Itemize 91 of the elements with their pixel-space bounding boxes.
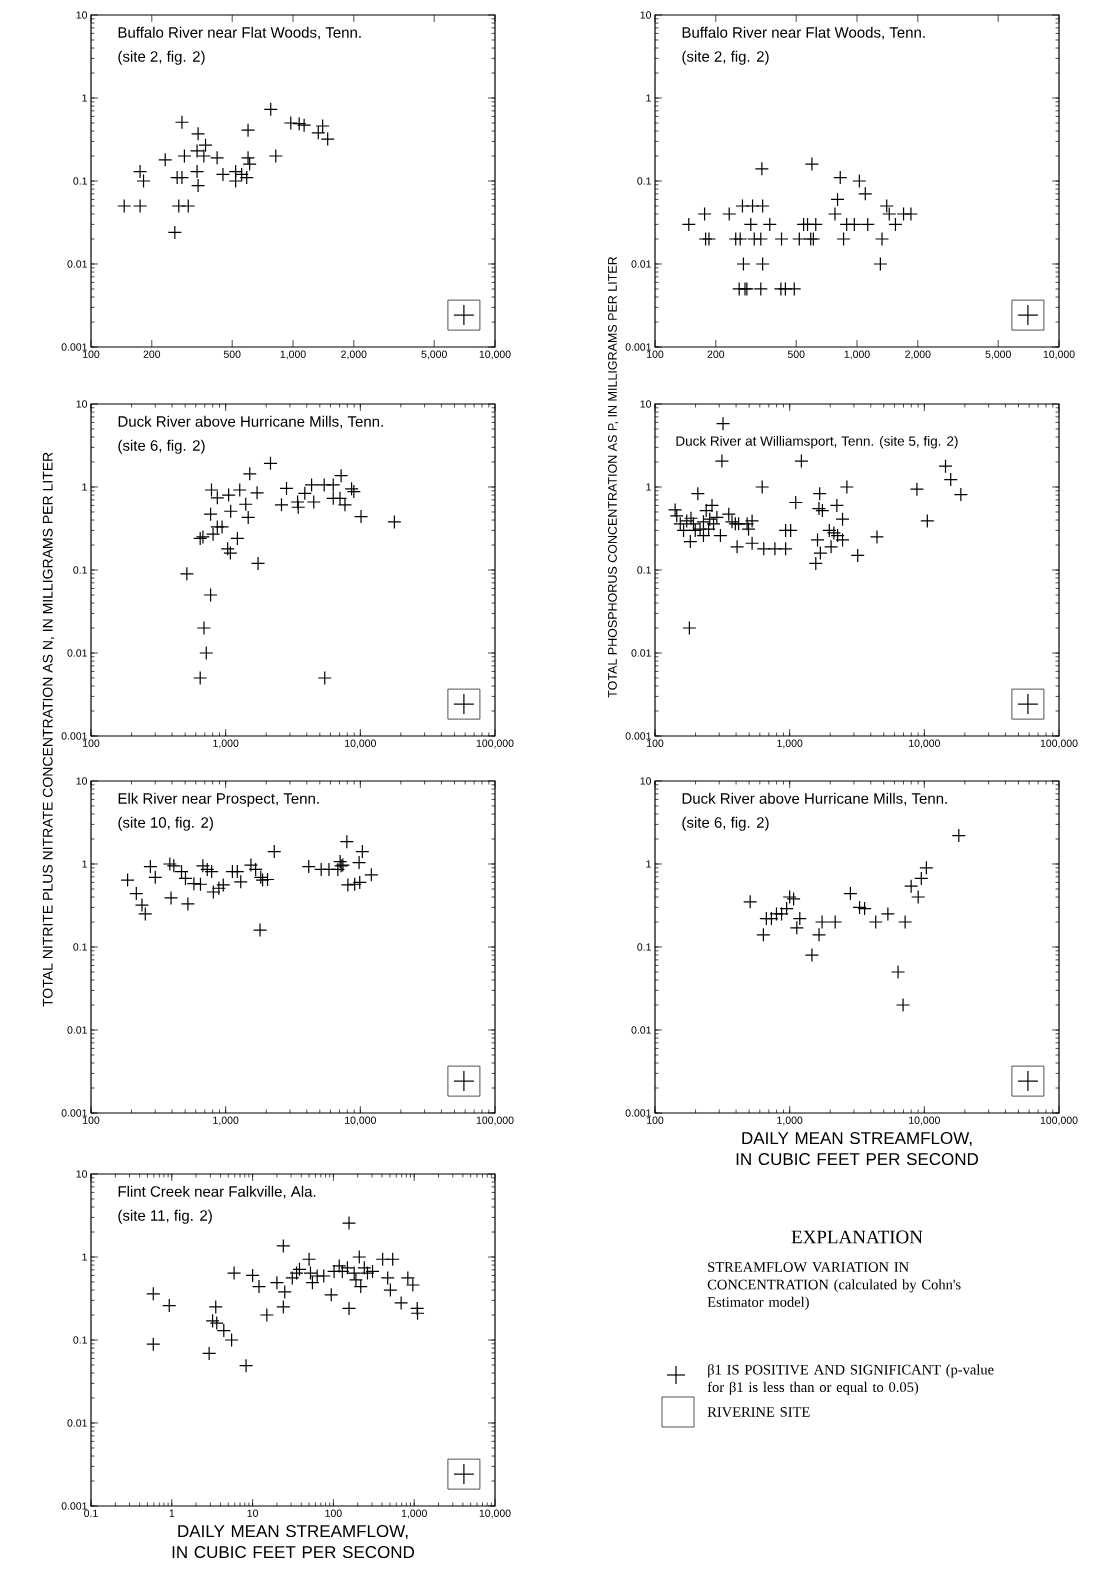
y-tick-label: 10 <box>76 11 88 19</box>
x-tick-label: 100 <box>647 1116 664 1124</box>
x-tick-label: 1,000 <box>280 350 306 360</box>
y-tick-label: 0.1 <box>73 566 87 574</box>
x-tick-label: 1,000 <box>777 1116 803 1126</box>
x-tick-label: 500 <box>787 350 805 358</box>
text: STREAMFLOW VARIATION IN CONCENTRATION (calculated by Cohn's Estimator model) <box>707 1262 961 1310</box>
x-tick-label: 100 <box>83 350 100 358</box>
x-tick-label: 500 <box>223 350 241 358</box>
y-tick-label: 1 <box>82 483 87 491</box>
text: RIVERINE SITE <box>707 1407 810 1417</box>
y-tick-label: 0.01 <box>67 260 87 268</box>
x-tick-label: 1,000 <box>401 1509 427 1519</box>
text: Duck River above Hurricane Mills, Tenn. <box>118 415 383 429</box>
x-tick-label: 100,000 <box>1040 739 1078 749</box>
x-axis-title: DAILY MEAN STREAMFLOW, IN CUBIC FEET PER SECOND <box>172 1525 415 1559</box>
x-tick-label: 1,000 <box>777 739 803 749</box>
y-tick-label: 0.1 <box>73 177 87 185</box>
text: Flint Creek near Falkville, Ala. <box>118 1185 316 1199</box>
y-tick-label: 1 <box>82 860 87 868</box>
y-axis-title: TOTAL NITRITE PLUS NITRATE CONCENTRATION AS N, IN MILLIGRAMS PER LITER <box>42 452 55 1007</box>
text: (site 6, fig. 2) <box>118 439 205 454</box>
x-tick-label: 2,000 <box>905 350 931 360</box>
y-tick-label: 0.1 <box>637 566 651 574</box>
x-tick-label: 200 <box>143 350 161 358</box>
x-tick-label: 10,000 <box>1043 350 1075 360</box>
y-tick-label: 0.01 <box>631 260 651 268</box>
y-tick-label: 1 <box>646 94 651 102</box>
y-tick-label: 10 <box>76 400 88 408</box>
y-tick-label: 0.01 <box>67 649 87 657</box>
y-tick-label: 10 <box>76 777 88 785</box>
text: Duck River at Williamsport, Tenn. (site 5, fig. 2) <box>676 435 958 449</box>
y-tick-label: 0.1 <box>637 943 651 951</box>
y-tick-label: 0.001 <box>61 1502 87 1510</box>
y-tick-label: 0.001 <box>625 732 651 740</box>
y-tick-label: 0.001 <box>61 1109 87 1117</box>
text: (site 11, fig. 2) <box>118 1209 212 1224</box>
y-tick-label: 0.1 <box>73 943 87 951</box>
y-tick-label: 0.001 <box>625 343 651 351</box>
text: Buffalo River near Flat Woods, Tenn. <box>118 26 361 40</box>
x-tick-label: 1,000 <box>213 739 239 749</box>
x-tick-label: 2,000 <box>341 350 367 360</box>
x-tick-label: 10,000 <box>479 350 511 360</box>
x-tick-label: 10,000 <box>909 1116 940 1126</box>
y-tick-label: 0.01 <box>67 1026 87 1034</box>
x-tick-label: 5,000 <box>421 350 447 360</box>
text: Buffalo River near Flat Woods, Tenn. <box>682 26 925 40</box>
y-tick-label: 0.01 <box>67 1419 87 1427</box>
text: Elk River near Prospect, Tenn. <box>118 792 319 807</box>
y-tick-label: 1 <box>82 94 87 102</box>
x-tick-label: 1,000 <box>844 350 870 360</box>
x-tick-label: 10,000 <box>345 1116 376 1126</box>
y-tick-label: 10 <box>640 11 652 19</box>
y-tick-label: 10 <box>76 1170 88 1178</box>
x-tick-label: 200 <box>707 350 725 358</box>
x-tick-label: 100 <box>325 1509 342 1517</box>
y-tick-label: 1 <box>646 483 651 491</box>
x-tick-label: 10,000 <box>345 739 376 749</box>
x-tick-label: 100,000 <box>476 1116 514 1126</box>
x-tick-label: 100,000 <box>1040 1116 1078 1126</box>
y-tick-label: 0.01 <box>631 1026 651 1034</box>
text: β1 IS POSITIVE AND SIGNIFICANT (p-value for β1 is less than or equal to 0.05) <box>707 1364 994 1395</box>
x-tick-label: 10,000 <box>479 1509 511 1519</box>
x-tick-label: 1 <box>169 1509 175 1517</box>
y-tick-label: 1 <box>82 1253 87 1261</box>
y-tick-label: 0.001 <box>625 1109 651 1117</box>
x-tick-label: 1,000 <box>213 1116 239 1126</box>
text: (site 2, fig. 2) <box>682 50 769 65</box>
text: (site 6, fig. 2) <box>682 816 769 831</box>
x-tick-label: 5,000 <box>985 350 1011 360</box>
y-tick-label: 10 <box>640 777 652 785</box>
y-tick-label: 10 <box>640 400 652 408</box>
y-axis-title: TOTAL PHOSPHORUS CONCENTRATION AS P, IN MILLIGRAMS PER LITER <box>608 256 619 698</box>
x-axis-title: DAILY MEAN STREAMFLOW, IN CUBIC FEET PER SECOND <box>736 1132 979 1166</box>
x-tick-label: 100 <box>647 350 664 358</box>
y-tick-label: 0.1 <box>73 1336 87 1344</box>
x-tick-label: 10 <box>247 1509 259 1517</box>
x-tick-label: 10,000 <box>909 739 940 749</box>
x-tick-label: 100 <box>647 739 664 747</box>
text: Duck River above Hurricane Mills, Tenn. <box>682 792 947 806</box>
text: EXPLANATION <box>791 1230 923 1244</box>
text: (site 2, fig. 2) <box>118 50 205 65</box>
text: (site 10, fig. 2) <box>118 816 213 831</box>
x-tick-label: 100,000 <box>476 739 514 749</box>
x-tick-label: 100 <box>83 739 100 747</box>
y-tick-label: 0.1 <box>637 177 651 185</box>
y-tick-label: 0.01 <box>631 649 651 657</box>
y-tick-label: 1 <box>646 860 651 868</box>
x-tick-label: 100 <box>83 1116 100 1124</box>
y-tick-label: 0.001 <box>61 343 87 351</box>
y-tick-label: 0.001 <box>61 732 87 740</box>
